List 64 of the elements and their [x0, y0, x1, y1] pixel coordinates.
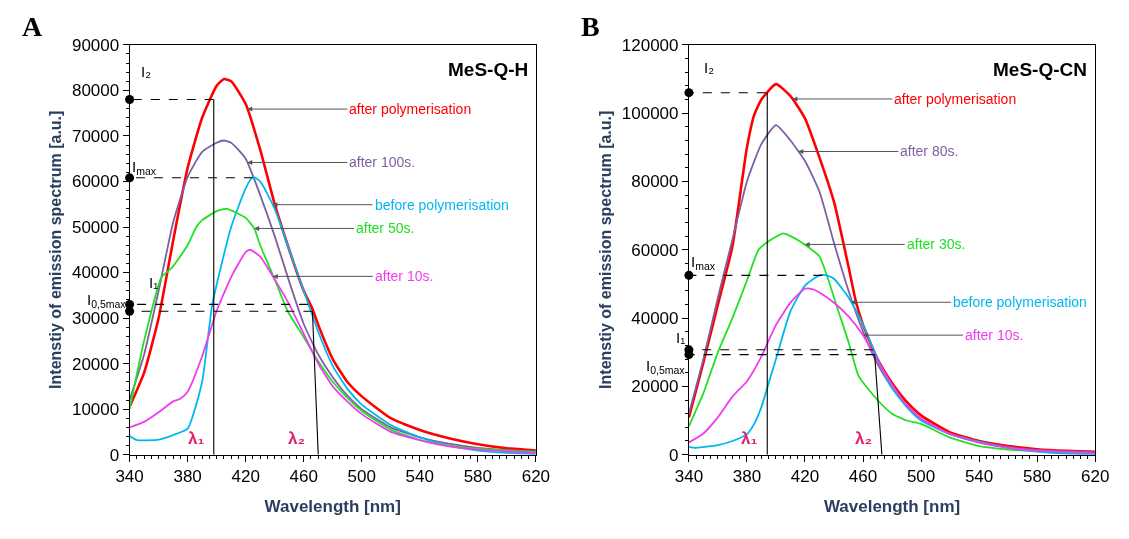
text: A [22, 11, 43, 42]
text: before polymerisation [375, 197, 509, 213]
x-tick-label: 420 [790, 467, 820, 487]
x-tick-label: 620 [1081, 467, 1110, 487]
y-tick-label: 90000 [71, 35, 120, 55]
x-axis-title: Wavelength [nm] [823, 497, 961, 517]
y-tick-label: 40000 [71, 263, 120, 283]
annotation: λ₂ [288, 429, 306, 448]
text: after 80s. [900, 143, 959, 159]
x-tick-label: 540 [405, 467, 434, 487]
text: MeS-Q-CN [993, 59, 1087, 80]
y-axis-title: Intenstiy of emission spectrum [a.u.] [46, 110, 64, 389]
y-tick-label: 20000 [631, 377, 679, 397]
y-tick-label: 80000 [631, 172, 679, 192]
text: after 10s. [965, 327, 1024, 343]
annotation: λ₁ [188, 429, 205, 448]
y-tick-label: 0 [669, 445, 679, 465]
text: after 100s. [349, 154, 416, 170]
y-tick-label: 120000 [621, 35, 679, 55]
text: before polymerisation [953, 294, 1087, 310]
y-tick-label: 0 [109, 445, 120, 465]
x-tick-label: 380 [173, 467, 202, 487]
y-tick-label: 70000 [71, 126, 120, 146]
y-tick-label: 80000 [71, 81, 120, 101]
x-tick-label: 380 [732, 467, 762, 487]
x-tick-label: 420 [231, 467, 260, 487]
x-tick-label: 540 [964, 467, 994, 487]
annotation: I₁ [149, 274, 159, 291]
x-tick-label: 620 [521, 467, 551, 487]
annotation: I$_{max}$ [691, 253, 716, 273]
text: after polymerisation [894, 91, 1017, 107]
x-tick-label: 340 [115, 467, 144, 487]
annotation: I₂ [141, 63, 152, 80]
text: MeS-Q-H [448, 59, 529, 80]
annotation: λ₁ [741, 429, 758, 448]
y-tick-label: 40000 [631, 309, 679, 328]
text: after 10s. [375, 268, 434, 284]
text: after 50s. [356, 220, 415, 236]
x-tick-label: 580 [463, 467, 493, 487]
y-tick-label: 60000 [631, 240, 679, 260]
text: I₁ [676, 329, 686, 346]
y-tick-label: 100000 [621, 104, 679, 124]
x-tick-label: 460 [289, 467, 318, 487]
text: after polymerisation [349, 101, 472, 117]
y-tick-label: 50000 [71, 217, 120, 237]
y-tick-label: 20000 [71, 354, 120, 374]
y-tick-label: 60000 [71, 172, 120, 192]
line-series [129, 248, 536, 454]
annotation: I$_{max}$ [132, 158, 157, 178]
y-tick-label: 30000 [71, 309, 120, 328]
x-tick-label: 500 [347, 467, 376, 487]
x-tick-label: 500 [906, 467, 936, 487]
text: I$_{0,5max}$ [87, 291, 127, 311]
annotation: I₂ [704, 59, 715, 76]
text: after 30s. [907, 236, 966, 252]
x-tick-label: 460 [848, 467, 878, 487]
x-tick-label: 580 [1022, 467, 1052, 487]
text: I$_{0,5max}$ [646, 357, 686, 377]
x-axis-title: Wavelength [nm] [264, 497, 401, 517]
annotation: λ₂ [855, 429, 873, 448]
x-tick-label: 340 [674, 467, 704, 487]
y-tick-label: 10000 [71, 400, 120, 420]
text: B [581, 11, 600, 42]
y-axis-title: Intenstiy of emission spectrum [a.u.] [596, 110, 614, 389]
